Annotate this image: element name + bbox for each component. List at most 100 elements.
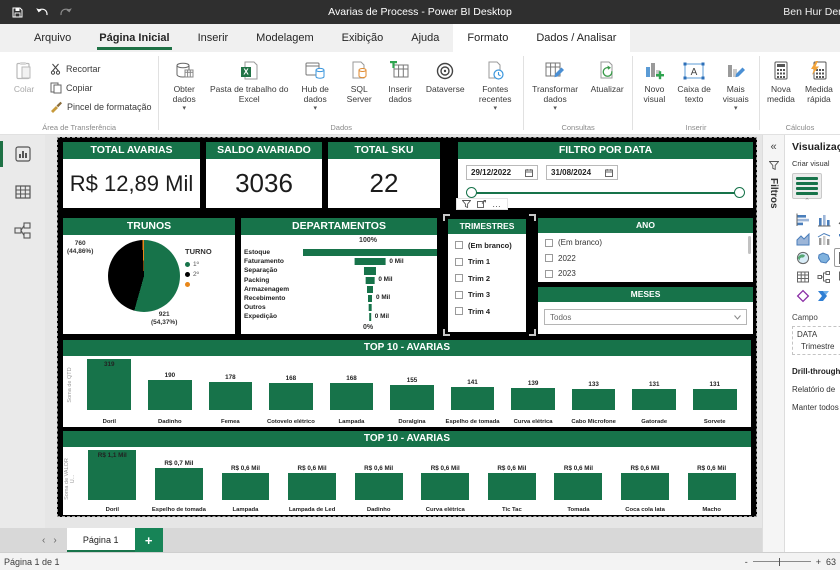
slicer-item[interactable]: Trim 3 — [448, 287, 526, 304]
end-date-input[interactable]: 31/08/2024 — [546, 165, 618, 180]
bar[interactable]: 131 — [684, 359, 745, 410]
field-well[interactable]: DATA Trimestre — [792, 326, 840, 355]
pie-chart[interactable] — [108, 240, 180, 312]
stacked-bar-chart-icon[interactable] — [792, 210, 813, 229]
dataverse-button[interactable]: Dataverse — [421, 56, 469, 95]
start-date-input[interactable]: 29/12/2022 — [466, 165, 538, 180]
bar[interactable]: R$ 0,6 Mil — [345, 450, 412, 500]
dashboard-background[interactable]: TOTAL AVARIAS R$ 12,89 Mil SALDO AVARIAD… — [57, 137, 757, 517]
table-icon[interactable] — [792, 267, 813, 286]
filters-pane-label[interactable]: Filtros — [768, 178, 779, 209]
slider-handle-end[interactable] — [734, 187, 745, 198]
new-visual-button[interactable]: Novo visual — [635, 56, 674, 105]
page-tab[interactable]: Página 1 — [67, 528, 135, 552]
decomposition-tree-icon[interactable] — [813, 267, 834, 286]
selection-handle[interactable] — [529, 329, 536, 336]
bar[interactable]: 168 — [261, 359, 322, 410]
tab-inserir[interactable]: Inserir — [184, 24, 243, 52]
bar[interactable]: R$ 0,6 Mil — [279, 450, 346, 500]
expand-pane-icon[interactable]: « — [770, 141, 776, 153]
enter-data-button[interactable]: Inserir dados — [379, 56, 421, 105]
checkbox[interactable] — [545, 270, 553, 278]
slicer-item[interactable]: Trim 4 — [448, 303, 526, 320]
tab-modelagem[interactable]: Modelagem — [242, 24, 327, 52]
selection-handle[interactable] — [443, 214, 450, 221]
data-hub-button[interactable]: Hub de dados▾ — [291, 56, 339, 113]
bar[interactable]: 139 — [503, 359, 564, 410]
model-view-button[interactable] — [0, 211, 45, 249]
text-box-button[interactable]: A Caixa de texto — [674, 56, 715, 105]
slicer-ano[interactable]: ANO (Em branco)20222023 — [538, 218, 753, 282]
bar[interactable]: 190 — [140, 359, 201, 410]
account-name[interactable]: Ben Hur Den — [783, 6, 840, 18]
bar[interactable]: R$ 0,6 Mil — [678, 450, 745, 500]
pie-chart-trunos[interactable]: TRUNOS 760(44,86%) 921(54,37%) TURNO 1º2… — [63, 218, 235, 334]
bar-chart-top10-valor[interactable]: TOP 10 - AVARIAS Soma de VALOR U... R$ 1… — [63, 431, 751, 515]
bar-chart-top10-qtd[interactable]: TOP 10 - AVARIAS Soma de QTD 31919017816… — [63, 340, 751, 427]
combo-chart-icon[interactable] — [813, 229, 834, 248]
checkbox[interactable] — [455, 291, 463, 299]
sql-server-button[interactable]: SQL Server — [339, 56, 379, 105]
checkbox[interactable] — [455, 274, 463, 282]
slicer-item[interactable]: (Em branco) — [448, 237, 526, 254]
kpi-saldo-avariado[interactable]: SALDO AVARIADO 3036 — [206, 142, 322, 208]
selection-handle[interactable] — [529, 214, 536, 221]
slicer-item[interactable]: Trim 1 — [448, 254, 526, 271]
checkbox[interactable] — [455, 241, 463, 249]
checkbox[interactable] — [455, 258, 463, 266]
slicer-item[interactable]: 2023 — [538, 266, 753, 282]
bar[interactable]: 141 — [442, 359, 503, 410]
new-page-button[interactable]: + — [135, 528, 163, 552]
data-view-button[interactable] — [0, 173, 45, 211]
bar[interactable]: R$ 0,6 Mil — [612, 450, 679, 500]
report-canvas[interactable]: TOTAL AVARIAS R$ 12,89 Mil SALDO AVARIAD… — [45, 135, 762, 528]
kpi-total-avarias[interactable]: TOTAL AVARIAS R$ 12,89 Mil — [63, 142, 200, 208]
tab-ajuda[interactable]: Ajuda — [397, 24, 453, 52]
refresh-button[interactable]: Atualizar — [584, 56, 630, 95]
funnel-chart-icon[interactable] — [834, 229, 840, 248]
bar[interactable]: 168 — [321, 359, 382, 410]
report-view-button[interactable] — [0, 135, 45, 173]
slicer-meses[interactable]: MESES Todos — [538, 287, 753, 334]
slicer-item[interactable]: (Em branco) — [538, 235, 753, 251]
slicer-item[interactable]: Trim 2 — [448, 270, 526, 287]
selection-handle[interactable] — [443, 329, 450, 336]
bar[interactable]: 133 — [563, 359, 624, 410]
tab-formato[interactable]: Formato — [453, 24, 522, 52]
slider-handle-start[interactable] — [466, 187, 477, 198]
tab-pagina-inicial[interactable]: Página Inicial — [85, 24, 183, 52]
more-options-icon[interactable]: … — [492, 201, 502, 207]
bar[interactable]: 155 — [382, 359, 443, 410]
slicer-item[interactable]: 2022 — [538, 251, 753, 267]
drill-through-item[interactable]: Relatório de — [792, 385, 840, 394]
slicer-trimestres[interactable]: TRIMESTRES (Em branco)Trim 1Trim 2Trim 3… — [448, 219, 526, 332]
field-value-name[interactable]: Trimestre — [797, 342, 840, 351]
tab-exibicao[interactable]: Exibição — [328, 24, 398, 52]
excel-workbook-button[interactable]: X Pasta de trabalho do Excel — [207, 56, 291, 105]
checkbox[interactable] — [455, 307, 463, 315]
stacked-column-chart-icon[interactable] — [813, 210, 834, 229]
quick-measure-button[interactable]: Medida rápida — [800, 56, 838, 105]
checkbox[interactable] — [545, 239, 553, 247]
kpi-total-sku[interactable]: TOTAL SKU 22 — [328, 142, 440, 208]
qa-speech-bubble-icon[interactable] — [834, 267, 840, 286]
focus-mode-icon[interactable] — [477, 200, 486, 208]
filled-map-icon[interactable] — [813, 248, 834, 267]
zoom-slider[interactable] — [753, 561, 811, 562]
meses-dropdown[interactable]: Todos — [544, 309, 747, 325]
bar[interactable]: R$ 0,6 Mil — [412, 450, 479, 500]
scrollbar[interactable] — [748, 236, 751, 254]
get-data-button[interactable]: Obter dados▾ — [161, 56, 207, 113]
slicer-icon[interactable] — [834, 248, 840, 267]
build-visual-label[interactable]: Criar visual — [792, 159, 840, 168]
filter-icon[interactable] — [769, 161, 779, 170]
recent-sources-button[interactable]: Fontes recentes▾ — [469, 56, 521, 113]
copy-button[interactable]: Copiar — [50, 79, 152, 96]
zoom-in-icon[interactable]: + — [816, 557, 821, 567]
power-automate-icon[interactable] — [813, 286, 834, 305]
drill-through-item[interactable]: Manter todos — [792, 403, 840, 412]
tab-arquivo[interactable]: Arquivo — [20, 24, 85, 52]
map-globe-icon[interactable] — [792, 248, 813, 267]
transform-data-button[interactable]: Transformar dados▾ — [526, 56, 584, 113]
zoom-out-icon[interactable]: - — [745, 557, 748, 567]
